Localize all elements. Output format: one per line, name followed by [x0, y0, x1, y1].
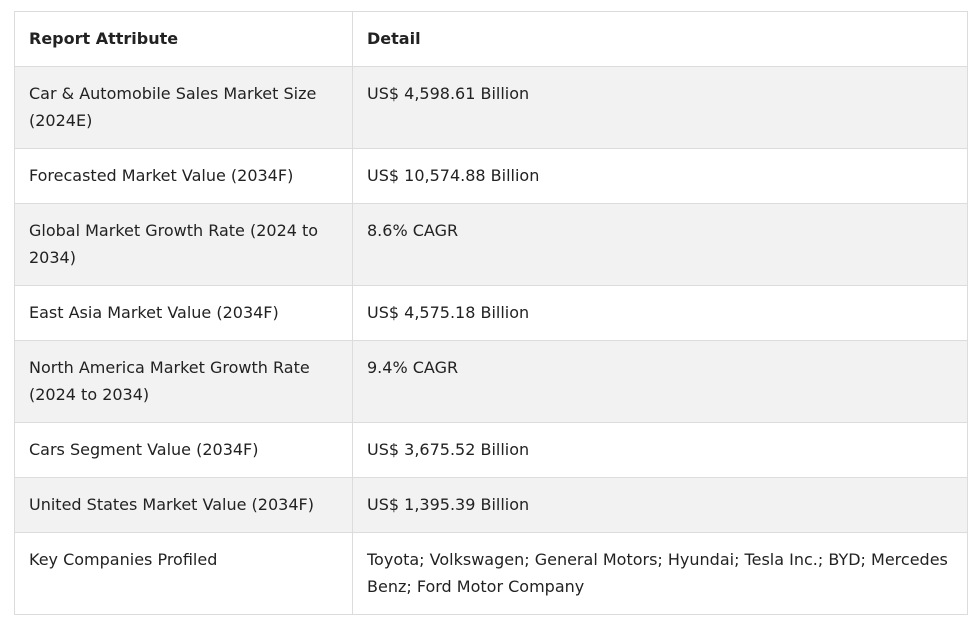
report-table: Report Attribute Detail Car & Automobile…	[14, 11, 968, 615]
table-body: Car & Automobile Sales Market Size (2024…	[14, 66, 968, 615]
detail-cell: US$ 3,675.52 Billion	[352, 422, 968, 478]
detail-cell: Toyota; Volkswagen; General Motors; Hyun…	[352, 532, 968, 615]
table-head: Report Attribute Detail	[14, 11, 968, 67]
table-row: North America Market Growth Rate (2024 t…	[14, 340, 968, 423]
header-row: Report Attribute Detail	[14, 11, 968, 67]
attribute-cell: Cars Segment Value (2034F)	[14, 422, 353, 478]
attribute-cell: United States Market Value (2034F)	[14, 477, 353, 533]
table-row: Forecasted Market Value (2034F) US$ 10,57…	[14, 148, 968, 204]
header-cell: Detail	[352, 11, 968, 67]
detail-cell: 9.4% CAGR	[352, 340, 968, 423]
table-row: East Asia Market Value (2034F) US$ 4,575.…	[14, 285, 968, 341]
attribute-cell: East Asia Market Value (2034F)	[14, 285, 353, 341]
table-row: Car & Automobile Sales Market Size (2024…	[14, 66, 968, 149]
detail-cell: 8.6% CAGR	[352, 203, 968, 286]
attribute-cell: Key Companies Profiled	[14, 532, 353, 615]
detail-cell: US$ 4,598.61 Billion	[352, 66, 968, 149]
attribute-cell: Forecasted Market Value (2034F)	[14, 148, 353, 204]
detail-cell: US$ 4,575.18 Billion	[352, 285, 968, 341]
detail-cell: US$ 10,574.88 Billion	[352, 148, 968, 204]
table-row: Key Companies Profiled Toyota; Volkswagen…	[14, 532, 968, 615]
table-row: Global Market Growth Rate (2024 to 2034)…	[14, 203, 968, 286]
attribute-cell: Car & Automobile Sales Market Size (2024…	[14, 66, 353, 149]
header-cell: Report Attribute	[14, 11, 353, 67]
detail-cell: US$ 1,395.39 Billion	[352, 477, 968, 533]
table-row: United States Market Value (2034F) US$ 1,…	[14, 477, 968, 533]
attribute-cell: Global Market Growth Rate (2024 to 2034)	[14, 203, 353, 286]
table-row: Cars Segment Value (2034F) US$ 3,675.52 B…	[14, 422, 968, 478]
attribute-cell: North America Market Growth Rate (2024 t…	[14, 340, 353, 423]
